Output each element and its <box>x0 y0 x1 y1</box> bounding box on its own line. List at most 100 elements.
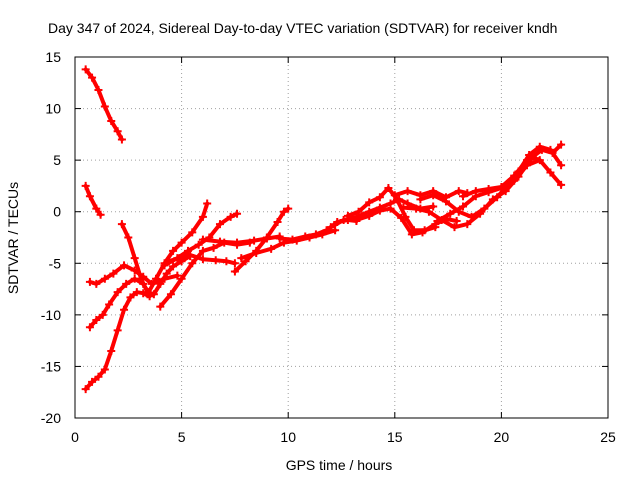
data-point-arc-1 <box>113 127 122 136</box>
data-point-arc-6 <box>169 262 178 271</box>
data-point-arc-2 <box>85 192 94 201</box>
data-point-arc-7 <box>209 243 218 252</box>
x-tick-label: 25 <box>600 429 616 445</box>
data-point-arc-5 <box>100 274 109 283</box>
data-point-arc-21 <box>557 180 566 189</box>
data-point-arc-8 <box>177 238 186 247</box>
data-point-arc-12 <box>262 233 271 242</box>
x-axis-title: GPS time / hours <box>286 457 393 473</box>
data-point-arc-4 <box>98 310 107 319</box>
data-point-arc-13 <box>252 248 261 257</box>
data-point-arc-5 <box>173 271 182 280</box>
y-tick-label: 15 <box>45 49 61 65</box>
data-point-arc-10 <box>222 257 231 266</box>
data-point-arc-17 <box>452 216 461 225</box>
data-point-arc-20 <box>416 195 425 204</box>
data-point-arc-6 <box>130 254 139 263</box>
data-point-arc-16 <box>343 211 352 220</box>
data-point-arc-14 <box>275 234 284 243</box>
data-point-arc-6 <box>124 233 133 242</box>
data-point-arc-21 <box>459 202 468 211</box>
data-point-arc-8 <box>152 274 161 283</box>
data-point-arc-17 <box>407 230 416 239</box>
data-point-arc-6 <box>162 269 171 278</box>
data-point-arc-21 <box>446 209 455 218</box>
data-point-arc-22 <box>459 192 468 201</box>
data-point-arc-21 <box>535 156 544 165</box>
data-point-arc-22 <box>522 156 531 165</box>
data-point-arc-12 <box>279 207 288 216</box>
data-point-arc-20 <box>441 197 450 206</box>
data-point-arc-4 <box>85 323 94 332</box>
data-point-arc-19 <box>424 207 433 216</box>
data-point-arc-3 <box>107 346 116 355</box>
data-point-arc-3 <box>94 372 103 381</box>
data-point-arc-9 <box>160 261 169 270</box>
data-point-arc-8 <box>198 212 207 221</box>
data-point-arc-3 <box>120 305 129 314</box>
series-line-arc-15 <box>328 197 436 230</box>
data-point-arc-5 <box>120 261 129 270</box>
data-point-arc-20 <box>546 145 555 154</box>
data-point-arc-10 <box>230 259 239 268</box>
y-tick-label: 5 <box>53 152 61 168</box>
data-point-arc-9 <box>233 209 242 218</box>
data-point-arc-7 <box>156 302 165 311</box>
data-point-arc-17 <box>352 215 361 224</box>
data-point-arc-17 <box>418 228 427 237</box>
data-point-arc-13 <box>267 244 276 253</box>
x-tick-label: 5 <box>178 429 186 445</box>
data-point-arc-22 <box>510 171 519 180</box>
data-point-arc-22 <box>484 185 493 194</box>
series-line-arc-5 <box>87 263 180 286</box>
series-line-arc-2 <box>83 183 103 217</box>
data-point-arc-22 <box>497 182 506 191</box>
data-point-arc-19 <box>450 223 459 232</box>
data-point-arc-19 <box>463 220 472 229</box>
data-point-arc-4 <box>92 316 101 325</box>
data-point-arc-8 <box>203 199 212 208</box>
data-point-arc-17 <box>397 213 406 222</box>
data-point-arc-9 <box>194 240 203 249</box>
chart-title: Day 347 of 2024, Sidereal Day-to-day VTE… <box>48 20 557 36</box>
x-tick-label: 20 <box>494 429 510 445</box>
data-point-arc-8 <box>188 228 197 237</box>
data-point-arc-11 <box>250 236 259 245</box>
data-point-arc-7 <box>166 290 175 299</box>
data-point-arc-19 <box>399 203 408 212</box>
data-point-arc-14 <box>322 226 331 235</box>
data-point-arc-16 <box>384 183 393 192</box>
data-point-arc-17 <box>375 206 384 215</box>
data-point-arc-3 <box>81 385 90 394</box>
data-point-arc-6 <box>137 274 146 283</box>
data-point-arc-12 <box>230 267 239 276</box>
data-point-arc-18 <box>454 187 463 196</box>
data-point-arc-3 <box>113 326 122 335</box>
data-point-arc-16 <box>375 193 384 202</box>
y-tick-label: 10 <box>45 101 61 117</box>
data-point-arc-14 <box>301 232 310 241</box>
data-point-arc-18 <box>403 187 412 196</box>
data-point-arc-6 <box>117 220 126 229</box>
data-point-arc-9 <box>226 212 235 221</box>
data-point-arc-20 <box>429 191 438 200</box>
data-point-arc-13 <box>331 226 340 235</box>
data-point-arc-10 <box>164 257 173 266</box>
data-point-arc-21 <box>546 168 555 177</box>
data-point-arc-1 <box>100 102 109 111</box>
data-point-arc-15 <box>326 223 335 232</box>
data-point-arc-16 <box>354 207 363 216</box>
data-point-arc-2 <box>96 210 105 219</box>
y-tick-label: 0 <box>53 204 61 220</box>
data-point-arc-15 <box>339 215 348 224</box>
data-point-arc-20 <box>493 193 502 202</box>
y-tick-label: -10 <box>41 307 61 323</box>
data-point-arc-11 <box>198 235 207 244</box>
data-point-arc-5 <box>109 269 118 278</box>
data-point-arc-8 <box>169 246 178 255</box>
data-point-arc-19 <box>412 204 421 213</box>
data-point-arc-17 <box>386 204 395 213</box>
data-point-arc-20 <box>535 142 544 151</box>
